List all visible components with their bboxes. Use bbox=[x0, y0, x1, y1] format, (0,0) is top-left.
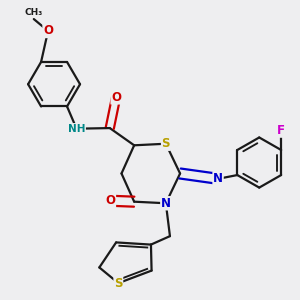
Text: N: N bbox=[213, 172, 223, 185]
Text: O: O bbox=[43, 25, 53, 38]
Text: O: O bbox=[111, 91, 121, 104]
Text: S: S bbox=[162, 137, 170, 150]
Text: O: O bbox=[105, 194, 116, 207]
Text: F: F bbox=[277, 124, 285, 137]
Text: N: N bbox=[161, 197, 171, 210]
Text: NH: NH bbox=[68, 124, 85, 134]
Text: CH₃: CH₃ bbox=[25, 8, 43, 17]
Text: S: S bbox=[114, 277, 123, 290]
